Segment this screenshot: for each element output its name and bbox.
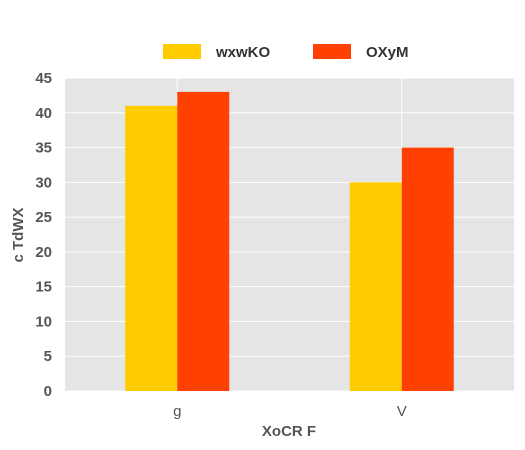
y-tick-label: 5: [44, 348, 52, 365]
x-axis-title: XoCR F: [262, 423, 316, 440]
x-tick-label: g: [173, 403, 181, 420]
bar-wxwKO-g: [125, 105, 178, 392]
y-tick-label: 0: [44, 383, 52, 400]
y-tick-labels: 0 5 10 15 20 25 30 35 40 45: [35, 70, 52, 400]
legend-label: wxwKO: [215, 44, 271, 61]
y-tick-label: 30: [35, 174, 52, 191]
y-tick-label: 25: [35, 209, 52, 226]
y-tick-label: 20: [35, 244, 52, 261]
bar-OXyM-g: [177, 91, 230, 392]
legend-swatch: [163, 44, 201, 59]
y-axis-title: c TdWX: [10, 208, 27, 263]
y-tick-label: 40: [35, 105, 52, 122]
y-tick-label: 35: [35, 140, 52, 157]
bar-OXyM-V: [401, 147, 454, 391]
bars: [125, 91, 454, 392]
y-tick-label: 10: [35, 313, 52, 330]
bar-wxwKO-V: [349, 182, 402, 391]
legend: wxwKO OXyM: [163, 44, 409, 61]
legend-swatch: [313, 44, 351, 59]
x-tick-label: V: [397, 403, 407, 420]
legend-label: OXyM: [366, 44, 409, 61]
y-tick-label: 45: [35, 70, 52, 87]
y-tick-label: 15: [35, 279, 52, 296]
